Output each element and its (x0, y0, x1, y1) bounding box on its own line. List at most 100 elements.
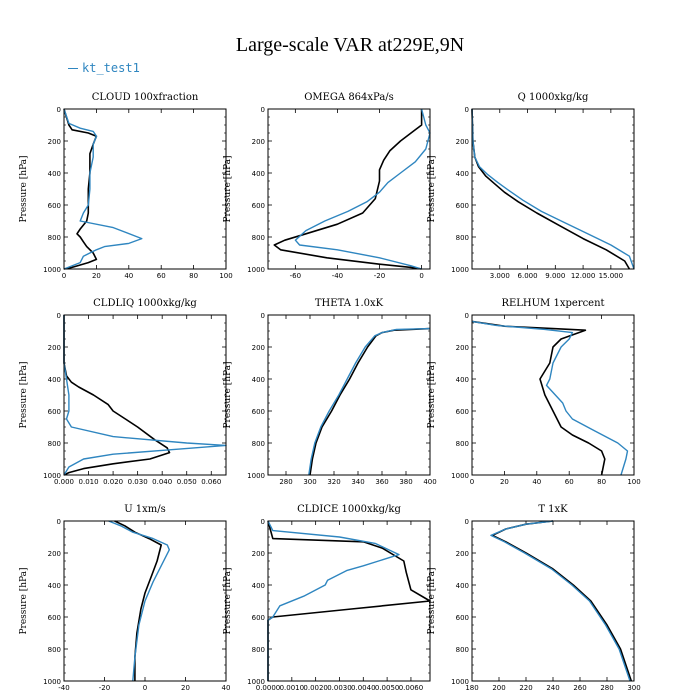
y-axis-label: Pressure [hPa] (19, 155, 29, 222)
panel-2: OMEGA 864xPa/s Pressure [hPa] 0 200 400 600 80… (223, 92, 431, 280)
series-line-kt-test1 (63, 108, 143, 270)
x-tick-label: 380 (399, 478, 412, 486)
series-line-reference (471, 108, 631, 270)
y-tick-label: 1000 (451, 266, 469, 274)
y-tick-label: 0 (465, 106, 469, 114)
y-tick-label: 0 (465, 518, 469, 526)
y-tick-label: 0 (261, 312, 265, 320)
y-tick-label: 600 (48, 614, 61, 622)
figure-title: Large-scale VAR at229E,9N (235, 34, 465, 56)
x-tick-label: 15.000 (599, 272, 624, 280)
panel-frame (267, 314, 431, 476)
y-axis-label: Pressure [hPa] (223, 155, 233, 222)
x-tick-label: 80 (189, 272, 198, 280)
y-tick-label: 1000 (247, 678, 265, 686)
y-axis-label: Pressure [hPa] (223, 567, 233, 634)
panel-title: T 1xK (538, 504, 568, 515)
series-line-kt-test1 (308, 327, 431, 476)
x-tick-label: 100 (219, 272, 232, 280)
panel-4: CLDLIQ 1000xkg/kg Pressure [hPa] 0 200 400 60… (19, 298, 227, 486)
x-tick-label: 0.0040 (351, 684, 376, 692)
y-tick-label: 800 (48, 440, 61, 448)
x-tick-label: 360 (375, 478, 388, 486)
y-tick-label: 0 (57, 518, 61, 526)
x-tick-label: -40 (58, 684, 69, 692)
y-tick-label: 800 (456, 646, 469, 654)
series-line-kt-test1 (108, 520, 171, 682)
y-tick-label: 600 (252, 408, 265, 416)
y-tick-label: 800 (48, 646, 61, 654)
x-tick-label: 240 (546, 684, 559, 692)
x-tick-label: 9.000 (545, 272, 565, 280)
y-tick-label: 400 (456, 376, 469, 384)
panel-frame (63, 314, 227, 476)
x-tick-label: -20 (374, 272, 385, 280)
x-tick-label: 0 (143, 684, 147, 692)
panel-title: CLDLIQ 1000xkg/kg (93, 298, 197, 309)
series-line-kt-test1 (471, 320, 629, 476)
y-tick-label: 600 (456, 202, 469, 210)
x-tick-label: 300 (627, 684, 640, 692)
y-tick-label: 200 (252, 550, 265, 558)
y-axis-label: Pressure [hPa] (19, 567, 29, 634)
y-tick-label: 800 (252, 440, 265, 448)
panel-3: Q 1000xkg/kg Pressure [hPa] 0 200 400 600 800 1… (427, 92, 635, 280)
x-tick-label: 0 (470, 478, 474, 486)
legend: kt_test1 (68, 61, 140, 75)
y-axis-label: Pressure [hPa] (223, 361, 233, 428)
y-tick-label: 400 (456, 582, 469, 590)
y-tick-label: 1000 (43, 266, 61, 274)
y-tick-label: 1000 (247, 266, 265, 274)
panel-frame (63, 520, 227, 682)
y-tick-label: 800 (48, 234, 61, 242)
y-tick-label: 400 (48, 376, 61, 384)
y-axis-label: Pressure [hPa] (19, 361, 29, 428)
x-tick-label: 0.0050 (375, 684, 400, 692)
series-line-reference (63, 315, 171, 476)
x-tick-label: 60 (157, 272, 166, 280)
y-tick-label: 400 (252, 376, 265, 384)
x-tick-label: 20 (181, 684, 190, 692)
x-tick-label: 40 (124, 272, 133, 280)
x-tick-label: 0.060 (201, 478, 221, 486)
y-tick-label: 0 (57, 312, 61, 320)
y-tick-label: 0 (261, 106, 265, 114)
x-tick-label: 0.020 (103, 478, 123, 486)
y-tick-label: 1000 (247, 472, 265, 480)
legend-label: kt_test1 (82, 61, 140, 75)
series-line-reference (114, 520, 162, 681)
y-tick-label: 400 (252, 582, 265, 590)
x-tick-label: 6.000 (518, 272, 538, 280)
y-tick-label: 400 (48, 170, 61, 178)
y-tick-label: 1000 (43, 678, 61, 686)
x-tick-label: 320 (327, 478, 340, 486)
x-tick-label: -60 (290, 272, 301, 280)
panel-8: CLDICE 1000xkg/kg Pressure [hPa] 0 200 400 60… (223, 504, 431, 692)
series-line-kt-test1 (471, 108, 635, 270)
y-tick-label: 1000 (43, 472, 61, 480)
x-tick-label: 0.0020 (303, 684, 328, 692)
x-tick-label: 0 (62, 272, 66, 280)
x-tick-label: 0.0030 (327, 684, 352, 692)
panel-title: CLOUD 100xfraction (92, 92, 199, 103)
panel-title: U 1xm/s (124, 504, 166, 515)
series-line-kt-test1 (267, 520, 400, 681)
panel-frame (267, 520, 431, 682)
series-line-reference (309, 327, 431, 476)
series-line-reference (491, 520, 633, 682)
x-tick-label: 200 (492, 684, 505, 692)
y-tick-label: 600 (252, 202, 265, 210)
panel-frame (63, 108, 227, 270)
x-tick-label: 0.0000 (256, 684, 281, 692)
x-tick-label: 260 (573, 684, 586, 692)
y-tick-label: 200 (456, 344, 469, 352)
x-tick-label: 0.030 (128, 478, 148, 486)
y-tick-label: 600 (48, 202, 61, 210)
series-line-reference (471, 320, 606, 476)
y-tick-label: 800 (456, 440, 469, 448)
y-tick-label: 200 (252, 344, 265, 352)
legend-swatch (68, 68, 78, 69)
y-tick-label: 600 (48, 408, 61, 416)
